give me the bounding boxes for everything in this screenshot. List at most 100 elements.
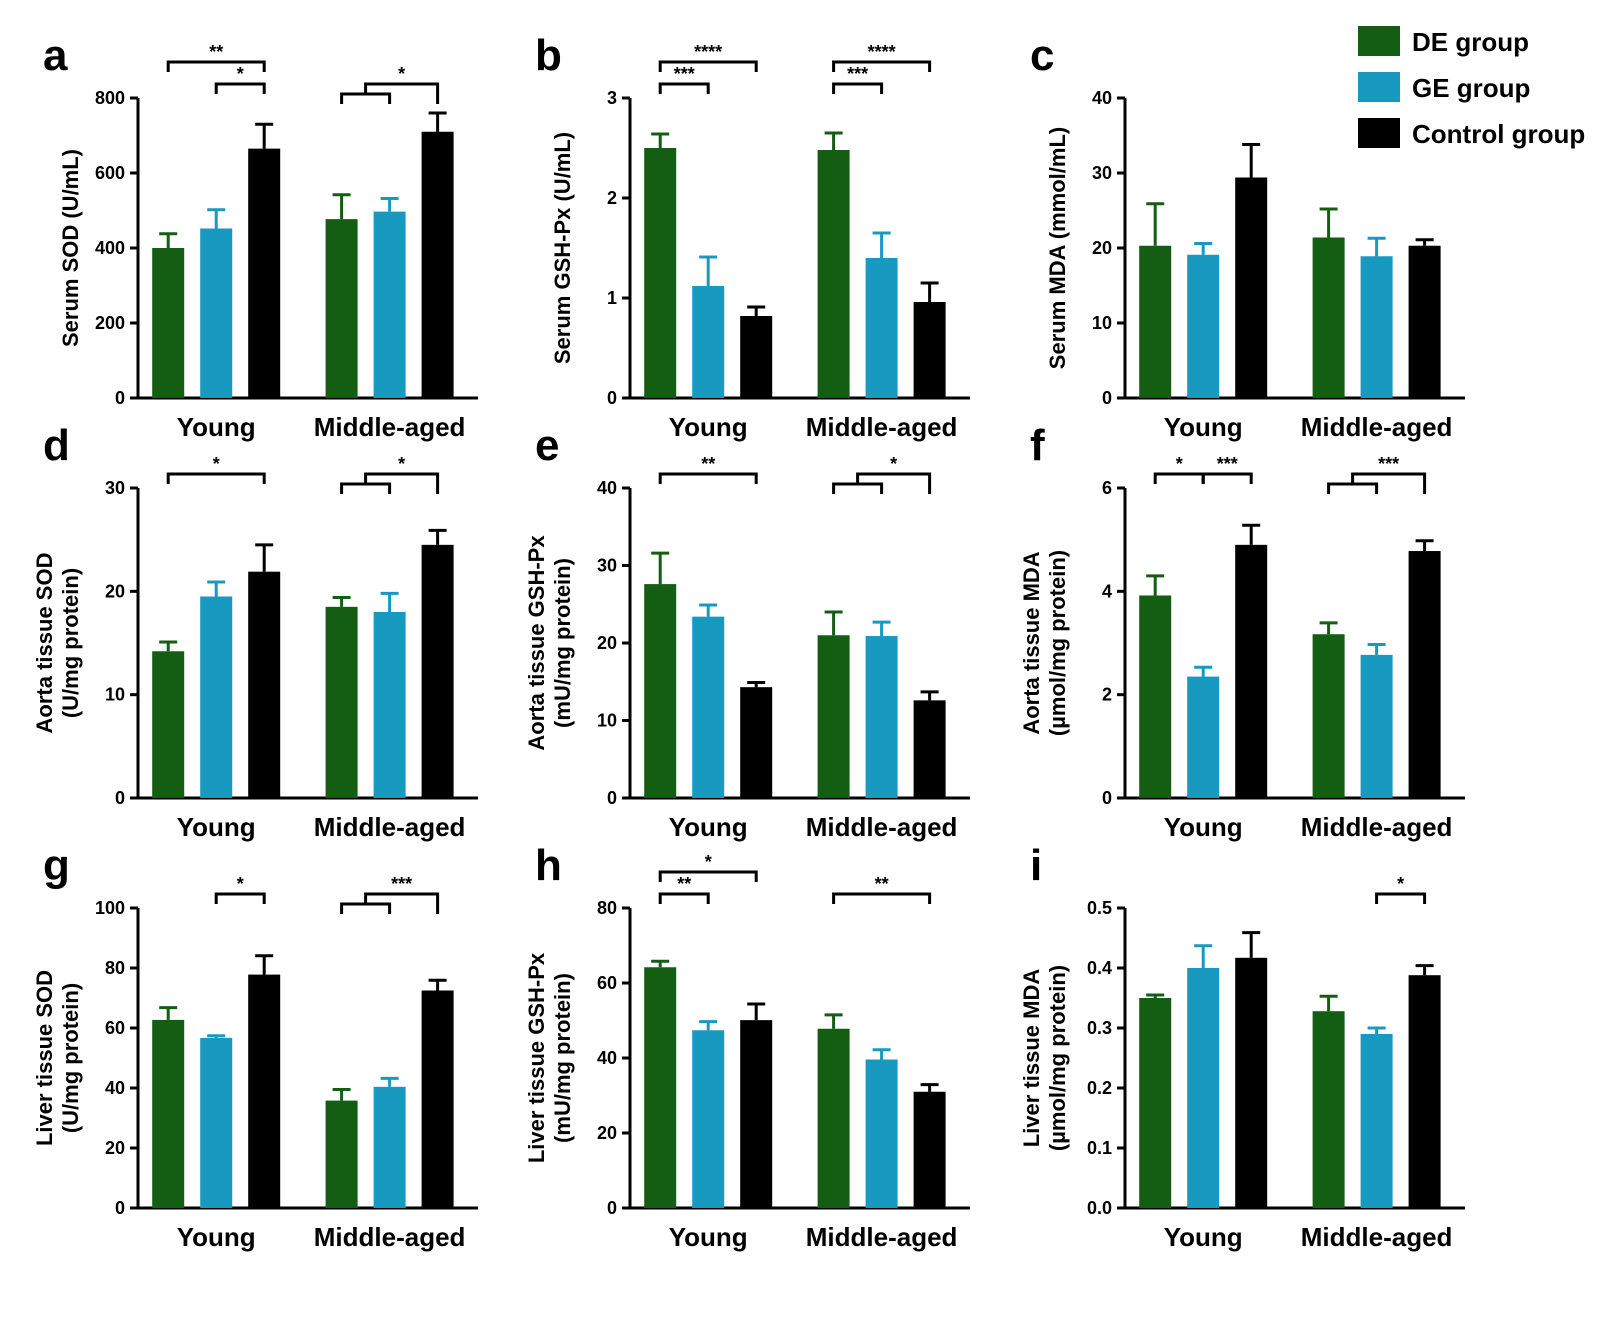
significance-label: * [237,874,244,894]
bar-de-group [644,148,677,398]
bar-control-group [1408,975,1441,1208]
bar-ge-group [865,1059,898,1208]
y-tick-label: 3 [607,88,617,108]
significance-label: **** [694,42,722,62]
y-axis-label-line: Serum MDA (mmol/mL) [1045,127,1070,369]
y-tick-label: 20 [1092,238,1112,258]
x-category-label: Young [669,1222,748,1252]
significance-bracket-lower [340,902,392,914]
significance-label: ** [209,42,223,62]
y-tick-label: 20 [597,1123,617,1143]
y-tick-label: 0.0 [1087,1198,1112,1218]
y-tick-label: 20 [597,633,617,653]
y-tick-label: 10 [105,685,125,705]
x-category-label: Middle-aged [806,1222,958,1252]
significance-bracket-upper [364,472,440,494]
bar-ge-group [373,612,406,798]
y-tick-label: 100 [95,898,125,918]
bar-de-group [152,651,185,798]
y-axis-label: Aorta tissue SOD (U/mg protein) [32,553,83,734]
panel-b: b Serum GSH-Px (U/mL) 0 1 2 3 Young Middle-aged… [535,31,970,442]
significance-label: *** [1217,454,1238,474]
bar-de-group [817,1028,850,1208]
significance-bracket [1201,472,1253,484]
y-tick-label: 2 [607,188,617,208]
y-axis-label-line: Aorta tissue MDA [1019,551,1044,734]
significance-bracket [1375,892,1427,904]
panel-h: h Liver tissue GSH-Px (mU/mg protein) 0 20 40… [524,841,970,1252]
x-category-label: Middle-aged [1301,812,1453,842]
significance-bracket-lower [340,482,392,494]
panel-f: f Aorta tissue MDA (µmol/mg protein) 0 2 4 6 Yo… [1019,421,1465,842]
panel-letter: e [535,421,559,470]
significance-label: *** [847,64,868,84]
y-axis-label-line: Aorta tissue SOD [32,553,57,734]
significance-bracket [832,892,932,904]
bar-ge-group [1360,256,1393,398]
y-tick-label: 400 [95,238,125,258]
bar-ge-group [200,596,233,798]
y-axis-label-line: Liver tissue SOD [32,970,57,1146]
bar-de-group [1139,998,1172,1208]
y-tick-label: 0.1 [1087,1138,1112,1158]
legend-swatch [1358,72,1400,102]
legend-swatch [1358,26,1400,56]
panel-g: g Liver tissue SOD (U/mg protein) 0 20 40 60 80… [32,841,478,1252]
panel-d: d Aorta tissue SOD (U/mg protein) 0 10 20 30 Yo… [32,421,478,842]
bar-control-group [740,687,773,798]
significance-label: **** [868,42,896,62]
x-category-label: Middle-aged [1301,1222,1453,1252]
x-category-label: Middle-aged [806,412,958,442]
legend: DE group GE group Control group [1358,26,1585,149]
bar-control-group [1235,957,1268,1208]
significance-bracket [832,60,932,72]
y-tick-label: 0 [115,788,125,808]
bar-ge-group [1360,1034,1393,1208]
x-category-label: Middle-aged [314,812,466,842]
y-axis-label: Liver tissue MDA (µmol/mg protein) [1019,965,1070,1151]
significance-bracket-upper [1351,472,1427,494]
bar-ge-group [373,211,406,398]
significance-bracket-upper [364,82,440,104]
y-axis-label: Serum MDA (mmol/mL) [1045,127,1070,369]
significance-label: * [1176,454,1183,474]
y-axis-label-line: Aorta tissue GSH-Px [524,535,549,751]
panel-letter: c [1030,31,1054,80]
bar-de-group [325,1100,358,1208]
y-tick-label: 20 [105,1138,125,1158]
legend-swatch [1358,118,1400,148]
significance-label: ** [701,454,715,474]
y-axis-label: Aorta tissue MDA (µmol/mg protein) [1019,550,1070,736]
y-axis-label-line: Liver tissue GSH-Px [524,952,549,1163]
y-tick-label: 30 [105,478,125,498]
y-tick-label: 10 [597,711,617,731]
bar-control-group [421,544,454,798]
bar-control-group [740,1020,773,1208]
y-tick-label: 40 [597,1048,617,1068]
x-category-label: Middle-aged [314,412,466,442]
bar-ge-group [692,1030,725,1208]
y-tick-label: 0 [115,1198,125,1218]
y-tick-label: 20 [105,581,125,601]
panel-letter: h [535,841,562,890]
panel-e: e Aorta tissue GSH-Px (mU/mg protein) 0 10 20… [524,421,970,842]
bar-ge-group [1187,254,1220,398]
bar-control-group [248,974,281,1208]
x-category-label: Young [177,412,256,442]
significance-bracket [658,870,758,882]
significance-bracket [214,892,266,904]
legend-label: Control group [1412,119,1585,149]
y-tick-label: 800 [95,88,125,108]
y-tick-label: 80 [105,958,125,978]
x-category-label: Young [1164,812,1243,842]
significance-label: * [237,64,244,84]
significance-label: * [213,454,220,474]
significance-bracket [214,82,266,94]
y-tick-label: 60 [597,973,617,993]
y-tick-label: 40 [105,1078,125,1098]
y-tick-label: 30 [597,556,617,576]
bar-ge-group [200,1037,233,1208]
panel-letter: b [535,31,562,80]
y-tick-label: 6 [1102,478,1112,498]
